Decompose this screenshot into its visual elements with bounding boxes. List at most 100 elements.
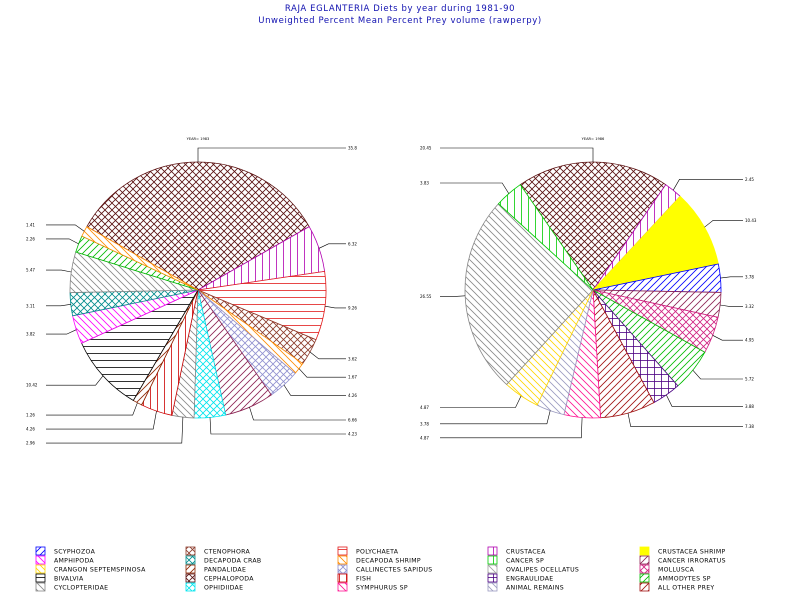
legend-item-cephalopoda: CEPHALOPODA bbox=[185, 573, 254, 583]
legend-item-ophidiidae: OPHIDIIDAE bbox=[185, 582, 243, 592]
legend-item-cancer-sp: CANCER SP bbox=[487, 555, 544, 565]
legend-label: FISH bbox=[356, 576, 371, 583]
slice-value-label: 6.32 bbox=[348, 241, 357, 246]
slice-value-label: 2.26 bbox=[26, 236, 35, 241]
legend-label: POLYCHAETA bbox=[356, 549, 399, 556]
leader-line bbox=[298, 368, 346, 378]
leader-line bbox=[712, 335, 743, 341]
leader-line bbox=[666, 394, 743, 407]
slice-value-label: 1.26 bbox=[26, 413, 35, 418]
leader-line bbox=[627, 413, 743, 427]
legend-swatch bbox=[487, 555, 498, 565]
leader-line bbox=[197, 147, 346, 162]
legend-label: CANCER SP bbox=[506, 558, 544, 565]
leader-line bbox=[46, 269, 72, 273]
leader-line bbox=[704, 220, 743, 228]
slice-value-label: 5.72 bbox=[745, 376, 754, 381]
legend-item-scyphozoa: SCYPHOZOA bbox=[35, 546, 96, 556]
pie-slice-cyclopteridae bbox=[464, 203, 594, 386]
legend-swatch bbox=[185, 546, 196, 556]
slice-value-label: 4.87 bbox=[420, 435, 429, 440]
slice-value-label: 10.42 bbox=[26, 383, 38, 388]
legend-label: AMMODYTES SP bbox=[658, 576, 711, 583]
slice-value-label: 2.45 bbox=[745, 177, 754, 182]
legend-item-ctenophora: CTENOPHORA bbox=[185, 546, 250, 556]
chart-title: RAJA EGLANTERIA Diets by year during 198… bbox=[284, 4, 516, 14]
legend-swatch bbox=[35, 582, 46, 592]
leader-line bbox=[46, 375, 104, 386]
legend-item-fish: FISH bbox=[337, 573, 371, 583]
slice-value-label: 3.82 bbox=[26, 332, 35, 337]
legend-item-engraulidae: ENGRAULIDAE bbox=[487, 573, 553, 583]
legend-swatch bbox=[487, 573, 498, 583]
leader-line bbox=[46, 238, 79, 245]
legend-swatch bbox=[337, 546, 348, 556]
legend-swatch bbox=[639, 582, 650, 592]
pie-1: YEAR= 1983 35.8 6.32 9.26 3.62 1.67 4.26 6.66 4.… bbox=[26, 137, 357, 446]
slice-value-label: 1.67 bbox=[348, 375, 357, 380]
pie-slice-cephalopoda bbox=[519, 161, 667, 291]
legend-swatch bbox=[487, 564, 498, 574]
leader-line bbox=[440, 295, 466, 297]
legend-label: CEPHALOPODA bbox=[204, 576, 254, 583]
leader-line bbox=[46, 329, 77, 335]
legend-swatch bbox=[185, 582, 196, 592]
legend-label: ANIMAL REMAINS bbox=[506, 585, 564, 592]
leader-line bbox=[672, 179, 743, 191]
legend-label: SCYPHOZOA bbox=[54, 549, 96, 556]
leader-line bbox=[440, 410, 551, 425]
legend-item-decapoda-crab: DECAPODA CRAB bbox=[185, 555, 261, 565]
legend-label: CRUSTACEA bbox=[506, 549, 546, 556]
legend-item-crustacea: CRUSTACEA bbox=[487, 546, 546, 556]
leader-line bbox=[46, 417, 184, 444]
slice-value-label: 3.83 bbox=[420, 181, 429, 186]
legend-swatch bbox=[639, 564, 650, 574]
slice-value-label: 9.26 bbox=[348, 305, 357, 310]
slice-value-label: 7.38 bbox=[745, 424, 754, 429]
slice-value-label: 4.26 bbox=[348, 393, 357, 398]
legend-label: CYCLOPTERIDAE bbox=[54, 585, 108, 592]
legend-swatch bbox=[487, 546, 498, 556]
pie-subtitle: YEAR= 1983 bbox=[187, 137, 210, 141]
legend-label: ALL OTHER PREY bbox=[658, 585, 715, 592]
legend-item-all-other-prey: ALL OTHER PREY bbox=[639, 582, 715, 592]
slice-value-label: 4.95 bbox=[745, 338, 754, 343]
slice-value-label: 4.23 bbox=[348, 432, 357, 437]
slice-value-label: 26.55 bbox=[420, 294, 432, 299]
slice-value-label: 3.78 bbox=[745, 274, 754, 279]
leader-line bbox=[209, 417, 346, 435]
legend: SCYPHOZOA CTENOPHORA POLYCHAETA CRUSTACEA CR… bbox=[35, 546, 726, 592]
slice-value-label: 3.88 bbox=[745, 404, 754, 409]
legend-swatch bbox=[185, 564, 196, 574]
chart-subtitle: Unweighted Percent Mean Percent Prey vol… bbox=[258, 16, 542, 26]
legend-label: OVALIPES OCELLATUS bbox=[506, 567, 579, 574]
legend-item-symphurus-sp: SYMPHURUS SP bbox=[337, 582, 408, 592]
leader-line bbox=[46, 304, 71, 307]
legend-item-bivalvia: BIVALVIA bbox=[35, 573, 84, 583]
leader-line bbox=[309, 351, 346, 360]
legend-swatch bbox=[487, 582, 498, 592]
leader-line bbox=[440, 395, 522, 408]
slice-value-label: 10.43 bbox=[745, 218, 757, 223]
slice-value-label: 2.96 bbox=[26, 441, 35, 446]
legend-item-cyclopteridae: CYCLOPTERIDAE bbox=[35, 582, 108, 592]
leader-line bbox=[692, 370, 743, 380]
legend-item-animal-remains: ANIMAL REMAINS bbox=[487, 582, 564, 592]
legend-swatch bbox=[639, 555, 650, 565]
pie-slice-decapoda-shrimp bbox=[81, 226, 199, 291]
legend-label: BIVALVIA bbox=[54, 576, 84, 583]
legend-swatch bbox=[639, 546, 650, 556]
slice-value-label: 4.87 bbox=[420, 405, 429, 410]
leader-line bbox=[318, 243, 346, 249]
slice-value-label: 35.8 bbox=[348, 146, 357, 151]
legend-label: PANDALIDAE bbox=[204, 567, 246, 574]
slice-value-label: 4.26 bbox=[26, 427, 35, 432]
legend-label: CALLINECTES SAPIDUS bbox=[356, 567, 432, 574]
slice-value-label: 3.78 bbox=[420, 421, 429, 426]
legend-swatch bbox=[337, 582, 348, 592]
legend-item-ammodytes-sp: AMMODYTES SP bbox=[639, 573, 711, 583]
slice-value-label: 3.32 bbox=[745, 304, 754, 309]
leader-line bbox=[46, 224, 85, 232]
slice-value-label: 3.11 bbox=[26, 303, 35, 308]
legend-swatch bbox=[337, 564, 348, 574]
